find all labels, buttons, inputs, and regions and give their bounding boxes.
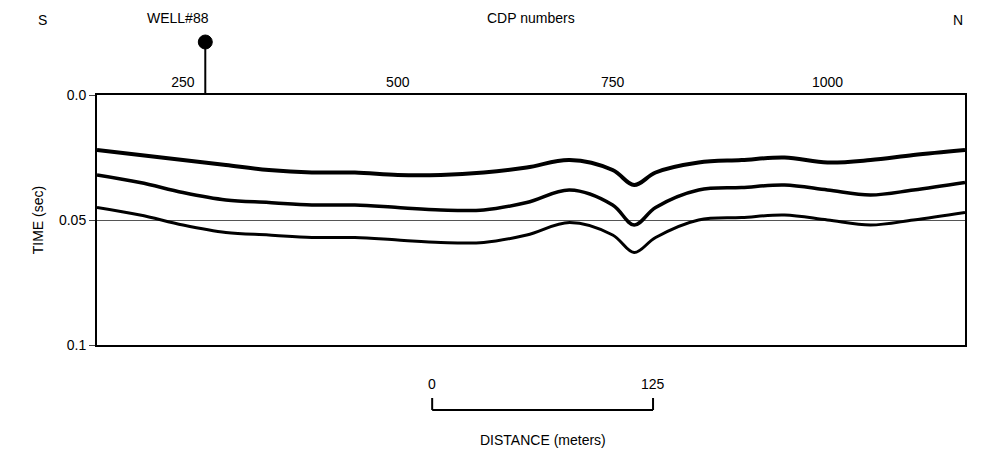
svg-text:S: S	[38, 12, 47, 28]
svg-text:0.1: 0.1	[67, 337, 87, 353]
svg-text:DISTANCE (meters): DISTANCE (meters)	[480, 432, 606, 448]
svg-text:0: 0	[428, 376, 436, 392]
svg-text:250: 250	[171, 74, 195, 90]
svg-text:TIME (sec): TIME (sec)	[30, 186, 46, 254]
svg-text:500: 500	[386, 74, 410, 90]
svg-text:0.0: 0.0	[67, 87, 87, 103]
svg-text:0.05: 0.05	[59, 212, 86, 228]
svg-text:CDP numbers: CDP numbers	[487, 10, 575, 26]
svg-text:1000: 1000	[812, 74, 843, 90]
svg-text:750: 750	[601, 74, 625, 90]
svg-text:N: N	[953, 12, 963, 28]
svg-text:WELL#88: WELL#88	[147, 10, 209, 26]
svg-text:125: 125	[641, 376, 665, 392]
